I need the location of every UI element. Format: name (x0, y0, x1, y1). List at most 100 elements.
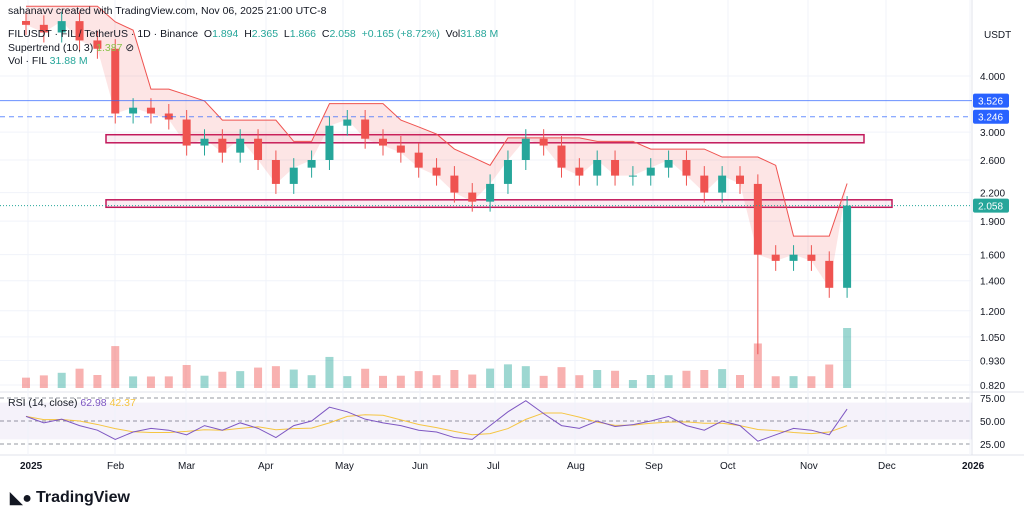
volume-bar (57, 372, 66, 388)
price-line-label: 3.526 (978, 97, 1003, 108)
time-tick-label: Oct (720, 461, 736, 472)
symbol-legend: FILUSDT · FIL / TetherUS · 1D · Binance … (8, 28, 498, 40)
volume-bar (218, 371, 227, 388)
candle-body (146, 107, 155, 114)
candle-body (825, 260, 834, 288)
volume-bar (182, 365, 191, 388)
candle-body (450, 175, 459, 193)
candle-body (789, 254, 798, 261)
candle-body (628, 175, 637, 177)
time-tick-label: Nov (800, 461, 818, 472)
volume-bar (236, 371, 245, 388)
candle-body (468, 192, 477, 202)
candle-body (200, 138, 209, 146)
candle-body (39, 24, 48, 33)
price-label-bg (973, 93, 1009, 108)
candle-body (486, 183, 495, 202)
support-resistance-zone (105, 199, 893, 209)
volume-bar (379, 375, 387, 388)
candle-body (557, 145, 566, 168)
time-tick-label: 2025 (20, 461, 43, 472)
time-tick-label: Apr (258, 461, 274, 472)
volume-bar (718, 369, 727, 388)
price-tick-label: 2.600 (980, 156, 1005, 167)
open-label: O (203, 28, 213, 40)
time-tick-label: May (335, 461, 354, 472)
last-price-label: 2.058 (978, 202, 1003, 213)
candle-body (718, 175, 727, 193)
rsi-label: RSI (14, close) (8, 397, 78, 409)
volume-bar (628, 380, 637, 388)
volume-bar (468, 374, 477, 388)
rsi-ma-value: 42.37 (109, 397, 136, 409)
volume-bar (75, 368, 84, 388)
candle-body (843, 205, 852, 288)
price-tick-label: 1.050 (980, 333, 1005, 344)
volume-bar (146, 376, 155, 388)
candle-body (379, 138, 387, 146)
supertrend-legend[interactable]: Supertrend (10, 3) 1.387 ⊘ (8, 42, 134, 54)
tradingview-logo[interactable]: ◣● TradingView (10, 488, 130, 508)
candle-body (75, 21, 84, 41)
time-tick-label: Jun (412, 461, 428, 472)
close-value: 2.058 (329, 28, 356, 40)
time-tick-label: Jul (487, 461, 500, 472)
candle-body (700, 175, 709, 193)
volume-bar (593, 370, 602, 388)
volume-bar (254, 367, 263, 388)
price-tick-label: 1.200 (980, 307, 1005, 318)
time-tick-label: Mar (178, 461, 196, 472)
rsi-tick-label: 75.00 (980, 394, 1005, 405)
volume-bar (200, 375, 209, 388)
volume-bar (396, 375, 405, 388)
volume-label: Vol · FIL (8, 55, 47, 67)
hide-icon[interactable]: ⊘ (125, 42, 135, 54)
supertrend-label: Supertrend (10, 3) (8, 42, 94, 54)
candle-body (57, 21, 66, 33)
price-tick-label: 1.900 (980, 217, 1005, 228)
volume-bar (521, 366, 530, 388)
rsi-value: 62.98 (80, 397, 107, 409)
volume-bar (807, 376, 816, 388)
candle-body (164, 113, 173, 120)
candle-body (575, 167, 584, 176)
volume-bar (682, 370, 691, 388)
candle-body (343, 119, 352, 126)
close-label: C (321, 28, 330, 40)
support-resistance-zone (105, 133, 865, 144)
candle-body (236, 138, 245, 153)
symbol[interactable]: FILUSDT · FIL / TetherUS · 1D · Binance (8, 28, 199, 40)
last-price-label-bg (973, 198, 1009, 213)
volume-bar (432, 375, 441, 388)
volume-bar (39, 375, 48, 388)
volume-bar (789, 376, 798, 388)
candle-body (503, 160, 512, 184)
price-tick-label: 1.400 (980, 277, 1005, 288)
low-value: 1.866 (289, 28, 317, 40)
candle-body (611, 160, 620, 176)
volume-bar (164, 376, 173, 388)
candle-body (682, 160, 691, 176)
candle-body (646, 167, 655, 176)
rsi-tick-label: 50.00 (980, 417, 1005, 428)
volume-legend[interactable]: Vol · FIL 31.88 M (8, 55, 88, 67)
volume-bar (93, 375, 102, 388)
volume-bar (539, 375, 548, 388)
candle-body (521, 138, 530, 161)
volume-bar (575, 375, 584, 388)
open-value: 1.894 (212, 28, 239, 40)
time-tick-label: Dec (878, 461, 896, 472)
rsi-line (25, 400, 848, 442)
price-tick-label: 3.000 (980, 128, 1005, 139)
candle-body (807, 254, 816, 261)
candle-body (432, 167, 441, 176)
price-tick-label: 2.200 (980, 189, 1005, 200)
volume-bar (700, 370, 709, 388)
low-label: L (283, 28, 290, 40)
candle-body (414, 152, 423, 168)
price-tick-label: 0.820 (980, 381, 1005, 392)
rsi-legend[interactable]: RSI (14, close) 62.98 42.37 (8, 397, 136, 409)
volume-bar (414, 371, 423, 388)
candle-body (539, 138, 548, 146)
